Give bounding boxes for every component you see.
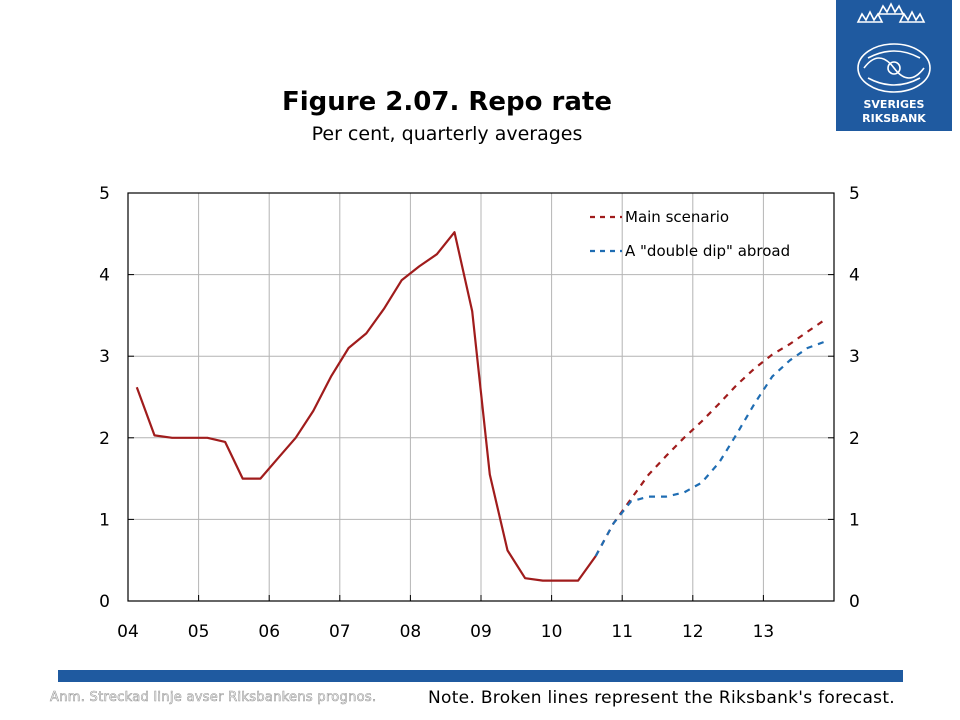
series-line-main-scenario	[594, 318, 826, 557]
x-tick-label: 04	[117, 622, 139, 642]
series-line-double-dip	[594, 340, 826, 557]
repo-rate-chart: Figure 2.07. Repo rate Per cent, quarter…	[99, 87, 860, 642]
y-tick-label-left: 0	[99, 592, 110, 612]
x-tick-label: 08	[400, 622, 422, 642]
chart-subtitle: Per cent, quarterly averages	[312, 123, 583, 145]
axis-ticks: 04 05 06 07 08 09 10 11 12 130 01 12 23 34 45 5	[99, 184, 860, 642]
y-tick-label-right: 2	[849, 429, 860, 449]
x-tick-label: 11	[611, 622, 633, 642]
x-tick-label: 05	[188, 622, 210, 642]
y-tick-label-left: 5	[99, 184, 110, 204]
y-tick-label-right: 1	[849, 510, 860, 530]
chart-title: Figure 2.07. Repo rate	[282, 87, 612, 117]
riksbank-emblem-icon: SVERIGES RIKSBANK	[856, 2, 931, 125]
chart-grid	[128, 193, 834, 601]
logo-line2: RIKSBANK	[862, 112, 926, 125]
x-tick-label: 13	[753, 622, 775, 642]
y-tick-label-left: 3	[99, 347, 110, 367]
footer-bar	[58, 670, 903, 682]
chart-series	[135, 231, 826, 582]
x-tick-label: 07	[329, 622, 351, 642]
chart-legend: Main scenario A "double dip" abroad	[590, 208, 790, 260]
y-tick-label-left: 4	[99, 266, 110, 286]
y-tick-label-right: 4	[849, 266, 860, 286]
series-line-repo-rate-outcome	[135, 231, 597, 582]
y-tick-label-left: 2	[99, 429, 110, 449]
x-tick-label: 09	[470, 622, 492, 642]
legend-label-double-dip: A "double dip" abroad	[625, 242, 790, 260]
x-tick-label: 12	[682, 622, 704, 642]
note-swedish: Anm. Streckad linje avser Riksbankens pr…	[50, 690, 377, 706]
x-tick-label: 10	[541, 622, 563, 642]
y-tick-label-right: 0	[849, 592, 860, 612]
y-tick-label-right: 3	[849, 347, 860, 367]
legend-label-main-scenario: Main scenario	[625, 208, 729, 226]
x-tick-label: 06	[258, 622, 280, 642]
y-tick-label-left: 1	[99, 510, 110, 530]
riksbank-logo: SVERIGES RIKSBANK	[836, 0, 952, 131]
note-english: Note. Broken lines represent the Riksban…	[428, 688, 895, 708]
y-tick-label-right: 5	[849, 184, 860, 204]
logo-line1: SVERIGES	[864, 98, 925, 111]
